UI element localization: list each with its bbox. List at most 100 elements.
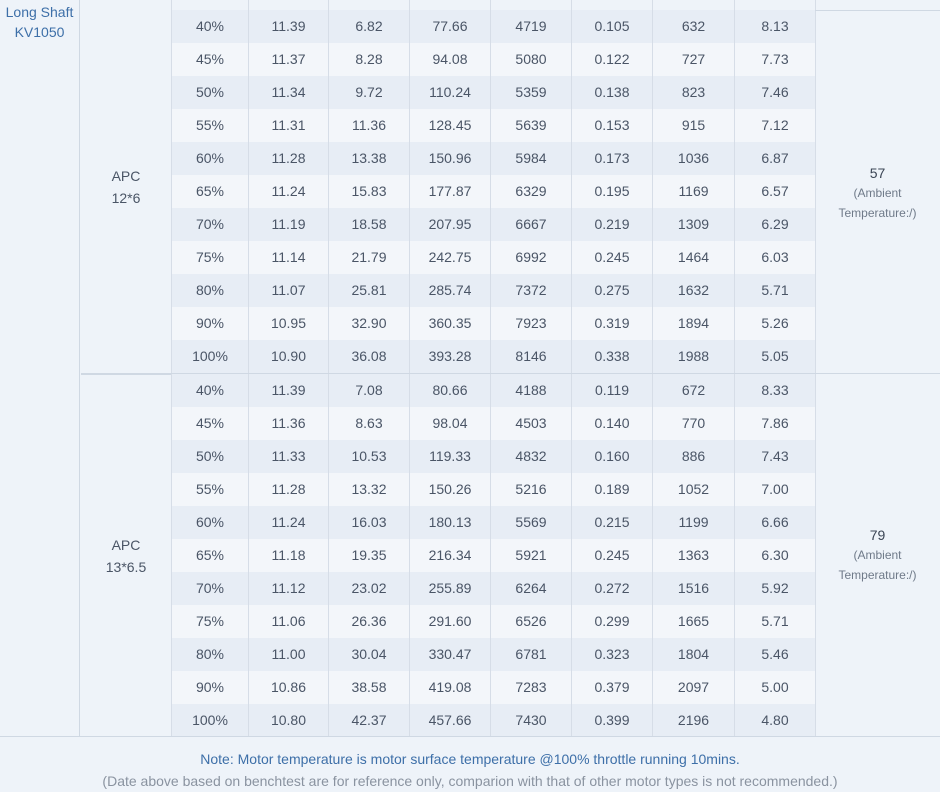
cell-thrust-g: 727 <box>653 43 735 76</box>
cell-power: 207.95 <box>410 208 491 241</box>
data-grid-apc-13x6.5: 40% 11.39 7.08 80.66 4188 0.119 672 8.33 45% 11.3… <box>171 374 816 737</box>
cell-thrust-g: 1309 <box>653 208 735 241</box>
cell-current: 13.38 <box>329 142 410 175</box>
cell-thrust-g: 672 <box>653 374 735 407</box>
cell-throttle: 40% <box>172 374 249 407</box>
cell-rpm: 6992 <box>491 241 572 274</box>
cell-throttle: 80% <box>172 274 249 307</box>
table-footer: Note: Motor temperature is motor surface… <box>0 736 940 789</box>
cell-rpm: 6667 <box>491 208 572 241</box>
cell-thrust-g: 2196 <box>653 704 735 737</box>
table-row: 65% 11.18 19.35 216.34 5921 0.245 1363 6.30 <box>172 539 816 572</box>
cell-efficiency: 5.92 <box>735 572 816 605</box>
cell-power: 291.60 <box>410 605 491 638</box>
cell-voltage: 10.95 <box>249 307 329 340</box>
cell-efficiency: 5.46 <box>735 638 816 671</box>
cell-rpm: 4188 <box>491 374 572 407</box>
cell-thrust-g: 915 <box>653 109 735 142</box>
cell-voltage: 11.33 <box>249 440 329 473</box>
cell-power: 457.66 <box>410 704 491 737</box>
cell-current: 21.79 <box>329 241 410 274</box>
cell-throttle: 65% <box>172 539 249 572</box>
cell-thrust: 0.138 <box>572 76 653 109</box>
cell-current: 10.53 <box>329 440 410 473</box>
cell-rpm: 6264 <box>491 572 572 605</box>
motor-model-line2: KV1050 <box>14 24 65 40</box>
table-row: 45% 11.37 8.28 94.08 5080 0.122 727 7.73 <box>172 43 816 76</box>
cell-voltage: 11.36 <box>249 407 329 440</box>
cell-power: 180.13 <box>410 506 491 539</box>
table-row: 70% 11.12 23.02 255.89 6264 0.272 1516 5.92 <box>172 572 816 605</box>
cell-thrust-g: 1169 <box>653 175 735 208</box>
cell-thrust-g: 2097 <box>653 671 735 704</box>
cell-throttle: 70% <box>172 572 249 605</box>
cell-power: 80.66 <box>410 374 491 407</box>
cell-rpm: 5921 <box>491 539 572 572</box>
cell-thrust-g: 1464 <box>653 241 735 274</box>
cell-current: 8.28 <box>329 43 410 76</box>
cell-efficiency: 5.26 <box>735 307 816 340</box>
prop-cell-apc-13x6.5: APC 13*6.5 <box>81 374 171 737</box>
cell-current: 13.32 <box>329 473 410 506</box>
cell-thrust: 0.195 <box>572 175 653 208</box>
cell-current: 8.63 <box>329 407 410 440</box>
cell-voltage: 11.06 <box>249 605 329 638</box>
cell-throttle: 55% <box>172 109 249 142</box>
cell-voltage: 10.80 <box>249 704 329 737</box>
cell-power: 360.35 <box>410 307 491 340</box>
table-header-stub <box>171 0 816 10</box>
cell-efficiency: 5.71 <box>735 274 816 307</box>
cell-voltage: 10.86 <box>249 671 329 704</box>
cell-current: 36.08 <box>329 340 410 373</box>
cell-rpm: 7430 <box>491 704 572 737</box>
cell-thrust: 0.219 <box>572 208 653 241</box>
cell-rpm: 5080 <box>491 43 572 76</box>
temperature-note-line2: Temperature:/) <box>838 205 917 220</box>
cell-power: 216.34 <box>410 539 491 572</box>
cell-voltage: 11.18 <box>249 539 329 572</box>
cell-efficiency: 7.00 <box>735 473 816 506</box>
cell-throttle: 50% <box>172 440 249 473</box>
cell-rpm: 4832 <box>491 440 572 473</box>
table-row: 55% 11.31 11.36 128.45 5639 0.153 915 7.12 <box>172 109 816 142</box>
cell-throttle: 60% <box>172 506 249 539</box>
cell-voltage: 11.39 <box>249 10 329 43</box>
table-row: 100% 10.90 36.08 393.28 8146 0.338 1988 5.05 <box>172 340 816 373</box>
cell-thrust: 0.215 <box>572 506 653 539</box>
cell-current: 15.83 <box>329 175 410 208</box>
cell-thrust: 0.122 <box>572 43 653 76</box>
cell-rpm: 7372 <box>491 274 572 307</box>
cell-current: 19.35 <box>329 539 410 572</box>
cell-current: 38.58 <box>329 671 410 704</box>
table-row: 50% 11.33 10.53 119.33 4832 0.160 886 7.43 <box>172 440 816 473</box>
cell-power: 110.24 <box>410 76 491 109</box>
cell-rpm: 4503 <box>491 407 572 440</box>
cell-efficiency: 5.00 <box>735 671 816 704</box>
cell-power: 94.08 <box>410 43 491 76</box>
cell-power: 255.89 <box>410 572 491 605</box>
cell-current: 16.03 <box>329 506 410 539</box>
cell-thrust-g: 1199 <box>653 506 735 539</box>
prop-label-line2: 13*6.5 <box>105 559 147 575</box>
cell-voltage: 11.31 <box>249 109 329 142</box>
temperature-note-line2: Temperature:/) <box>838 568 917 582</box>
cell-throttle: 100% <box>172 340 249 373</box>
cell-power: 150.26 <box>410 473 491 506</box>
cell-thrust: 0.105 <box>572 10 653 43</box>
cell-power: 119.33 <box>410 440 491 473</box>
cell-efficiency: 5.71 <box>735 605 816 638</box>
cell-thrust: 0.379 <box>572 671 653 704</box>
cell-rpm: 6526 <box>491 605 572 638</box>
cell-voltage: 11.28 <box>249 142 329 175</box>
temperature-value: 57 <box>869 164 886 181</box>
cell-current: 42.37 <box>329 704 410 737</box>
cell-power: 242.75 <box>410 241 491 274</box>
cell-thrust: 0.153 <box>572 109 653 142</box>
cell-current: 9.72 <box>329 76 410 109</box>
cell-efficiency: 7.43 <box>735 440 816 473</box>
cell-current: 26.36 <box>329 605 410 638</box>
cell-throttle: 80% <box>172 638 249 671</box>
data-grid-apc-12x6: 40% 11.39 6.82 77.66 4719 0.105 632 8.13 45% 11.3… <box>171 10 816 373</box>
group-divider <box>81 373 940 374</box>
